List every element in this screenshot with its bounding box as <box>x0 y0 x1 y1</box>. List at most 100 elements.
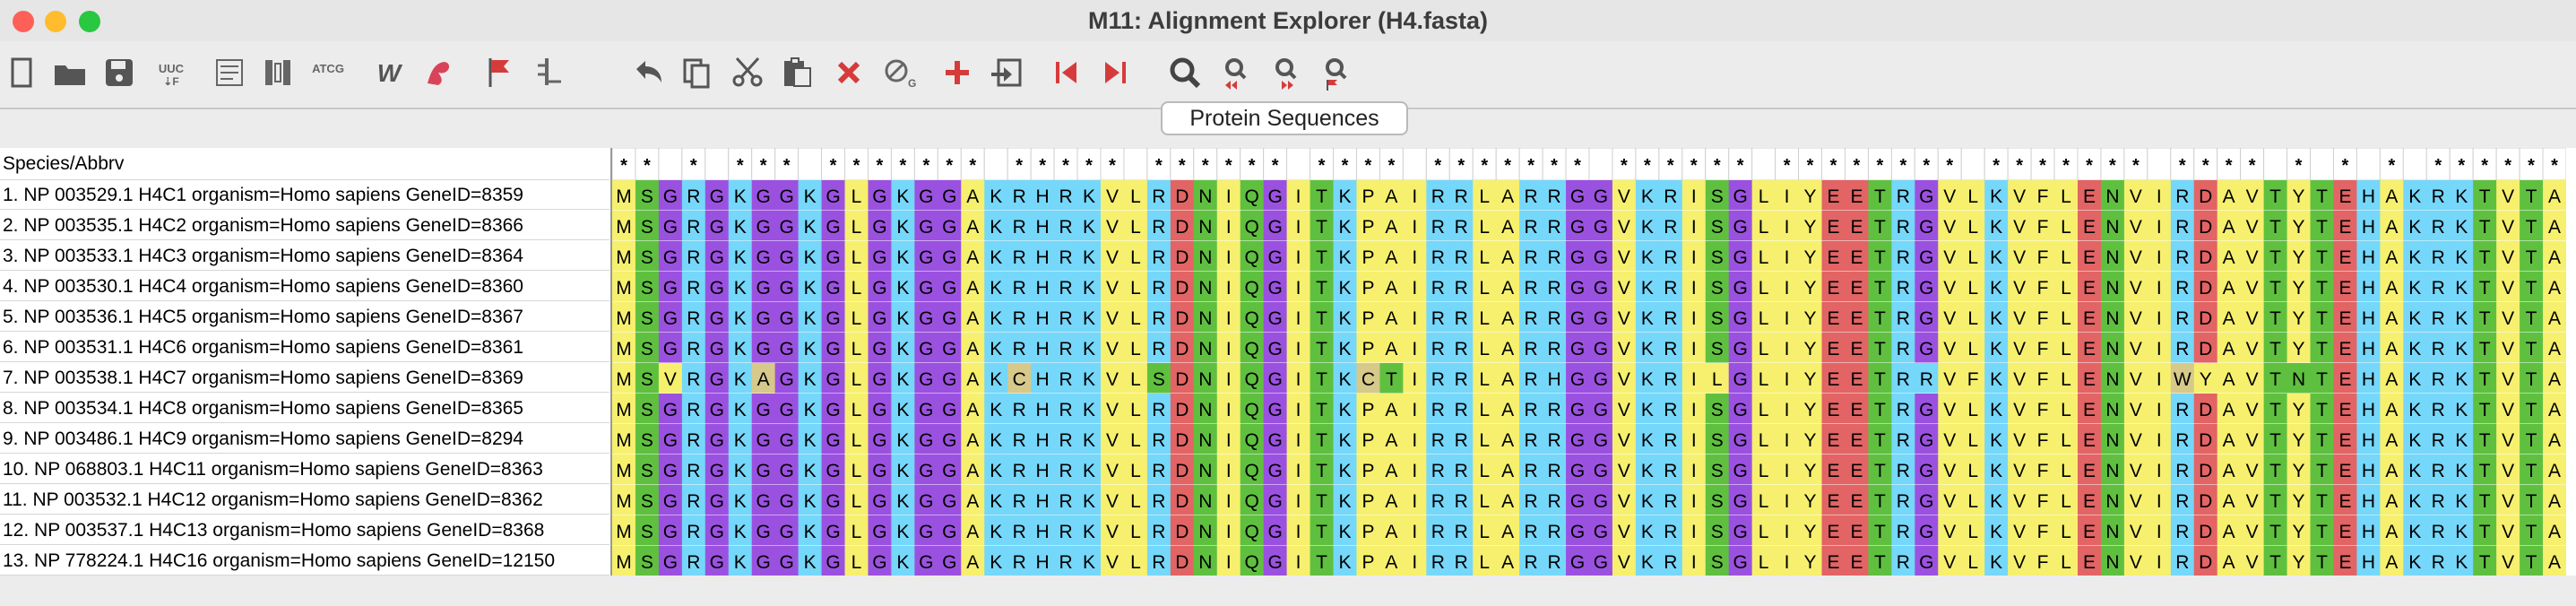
residue-cell[interactable] <box>1216 333 1241 363</box>
residue-cell[interactable] <box>1310 211 1335 241</box>
residue-cell[interactable] <box>1798 424 1823 454</box>
residue-cell[interactable] <box>2520 241 2544 272</box>
residue-cell[interactable] <box>2520 485 2544 515</box>
residue-cell[interactable] <box>1681 211 1707 241</box>
residue-cell[interactable] <box>1543 424 1567 454</box>
residue-cell[interactable] <box>2450 363 2474 394</box>
residue-cell[interactable] <box>1868 302 1892 333</box>
residue-cell[interactable] <box>1449 241 1474 272</box>
residue-cell[interactable] <box>1473 272 1497 302</box>
residue-cell[interactable] <box>1635 454 1660 485</box>
residue-cell[interactable] <box>1216 211 1241 241</box>
residue-cell[interactable] <box>1798 394 1823 424</box>
residue-cell[interactable] <box>961 302 985 333</box>
residue-cell[interactable] <box>2240 424 2265 454</box>
sequence-name-row[interactable]: 10. NP 068803.1 H4C11 organism=Homo sapi… <box>0 454 609 484</box>
residue-cell[interactable] <box>2426 454 2451 485</box>
residue-cell[interactable] <box>2543 363 2566 394</box>
residue-cell[interactable] <box>2031 211 2055 241</box>
residue-cell[interactable] <box>2473 485 2497 515</box>
residue-cell[interactable] <box>2286 302 2312 333</box>
residue-cell[interactable] <box>961 454 985 485</box>
residue-cell[interactable] <box>1310 515 1335 546</box>
residue-cell[interactable] <box>2496 180 2520 211</box>
residue-cell[interactable] <box>1007 211 1032 241</box>
residue-cell[interactable] <box>2217 211 2242 241</box>
residue-cell[interactable] <box>1031 546 1055 576</box>
residue-cell[interactable] <box>2403 272 2427 302</box>
residue-cell[interactable] <box>1915 302 1939 333</box>
residue-cell[interactable] <box>728 485 753 515</box>
residue-cell[interactable] <box>2008 515 2032 546</box>
residue-cell[interactable] <box>1612 363 1637 394</box>
residue-cell[interactable] <box>1007 485 1032 515</box>
residue-cell[interactable] <box>1286 363 1311 394</box>
residue-cell[interactable] <box>1589 272 1613 302</box>
undo-icon[interactable] <box>627 47 670 99</box>
residue-cell[interactable] <box>2520 211 2544 241</box>
residue-cell[interactable] <box>2008 485 2032 515</box>
residue-cell[interactable] <box>1681 454 1707 485</box>
residue-cell[interactable] <box>2031 546 2055 576</box>
residue-cell[interactable] <box>2008 211 2032 241</box>
residue-cell[interactable] <box>1658 180 1683 211</box>
residue-cell[interactable] <box>1821 394 1846 424</box>
residue-cell[interactable] <box>2078 454 2102 485</box>
residue-cell[interactable] <box>2403 333 2427 363</box>
residue-cell[interactable] <box>658 302 683 333</box>
residue-cell[interactable] <box>2193 424 2218 454</box>
residue-cell[interactable] <box>1938 272 1962 302</box>
residue-cell[interactable] <box>1193 515 1218 546</box>
residue-cell[interactable] <box>1775 394 1800 424</box>
residue-cell[interactable] <box>1915 272 1939 302</box>
residue-cell[interactable] <box>705 302 730 333</box>
residue-cell[interactable] <box>2263 272 2288 302</box>
residue-cell[interactable] <box>1845 333 1869 363</box>
residue-cell[interactable] <box>1845 454 1869 485</box>
residue-cell[interactable] <box>1961 515 1985 546</box>
residue-cell[interactable] <box>1031 272 1055 302</box>
residue-cell[interactable] <box>1426 424 1450 454</box>
residue-cell[interactable] <box>891 515 915 546</box>
residue-cell[interactable] <box>1310 394 1335 424</box>
residue-cell[interactable] <box>2473 424 2497 454</box>
residue-cell[interactable] <box>2031 333 2055 363</box>
residue-cell[interactable] <box>1310 333 1335 363</box>
residue-cell[interactable] <box>2123 272 2148 302</box>
residue-cell[interactable] <box>2193 515 2218 546</box>
residue-cell[interactable] <box>1449 546 1474 576</box>
residue-cell[interactable] <box>2543 302 2566 333</box>
residue-cell[interactable] <box>1891 515 1915 546</box>
residue-cell[interactable] <box>1473 363 1497 394</box>
residue-cell[interactable] <box>1496 363 1520 394</box>
residue-cell[interactable] <box>635 272 660 302</box>
residue-cell[interactable] <box>705 515 730 546</box>
residue-cell[interactable] <box>1007 302 1032 333</box>
residue-cell[interactable] <box>2380 180 2404 211</box>
residue-cell[interactable] <box>1775 180 1800 211</box>
residue-cell[interactable] <box>2217 394 2242 424</box>
residue-cell[interactable] <box>844 363 869 394</box>
residue-cell[interactable] <box>1705 333 1730 363</box>
residue-cell[interactable] <box>984 241 1008 272</box>
residue-cell[interactable] <box>1891 272 1915 302</box>
residue-cell[interactable] <box>2380 454 2404 485</box>
residue-cell[interactable] <box>1821 424 1846 454</box>
residue-cell[interactable] <box>705 333 730 363</box>
residue-cell[interactable] <box>2240 515 2265 546</box>
residue-cell[interactable] <box>1286 485 1311 515</box>
residue-cell[interactable] <box>1868 394 1892 424</box>
residue-cell[interactable] <box>1286 211 1311 241</box>
residue-cell[interactable] <box>1356 302 1380 333</box>
sequence-alignment-area[interactable]: * * * * * * * * * * * * * * * * * * * * * * * * * * * * * * * * * * * * * * * *… <box>612 148 2566 576</box>
residue-cell[interactable] <box>1751 241 1776 272</box>
residue-cell[interactable] <box>1170 272 1195 302</box>
residue-cell[interactable] <box>705 394 730 424</box>
residue-cell[interactable] <box>1821 546 1846 576</box>
residue-cell[interactable] <box>1101 394 1125 424</box>
residue-cell[interactable] <box>2054 272 2079 302</box>
residue-cell[interactable] <box>681 241 706 272</box>
residue-cell[interactable] <box>1263 454 1288 485</box>
residue-cell[interactable] <box>2496 211 2520 241</box>
residue-cell[interactable] <box>798 515 823 546</box>
